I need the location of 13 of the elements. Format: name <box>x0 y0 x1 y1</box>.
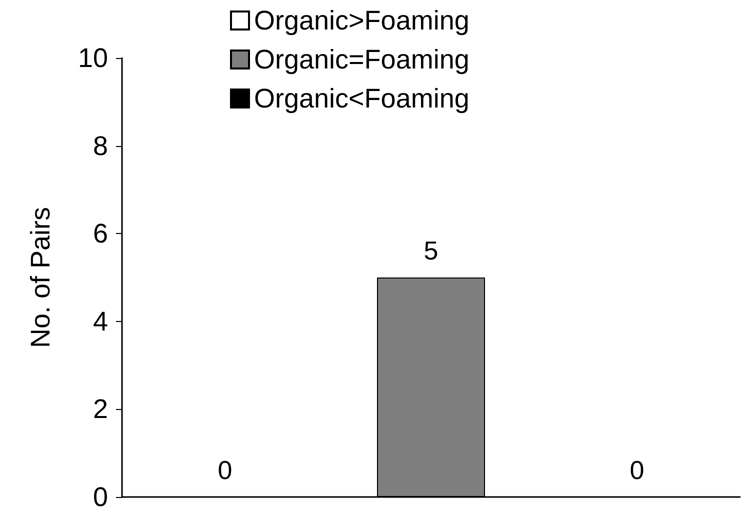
y-tick-label: 0 <box>92 482 108 512</box>
y-tick-label: 8 <box>92 130 108 161</box>
data-label: 5 <box>424 236 438 266</box>
data-label: 0 <box>630 455 644 485</box>
y-tick-label: 4 <box>92 306 108 336</box>
data-label: 0 <box>218 455 232 485</box>
legend-label: Organic>Foaming <box>254 6 470 36</box>
y-tick-label: 2 <box>92 394 108 424</box>
legend-label: Organic<Foaming <box>254 84 470 114</box>
y-tick-label: 6 <box>92 218 108 249</box>
y-axis-title: No. of Pairs <box>26 206 56 348</box>
legend-label: Organic=Foaming <box>254 44 470 74</box>
y-tick-label: 10 <box>78 43 108 73</box>
